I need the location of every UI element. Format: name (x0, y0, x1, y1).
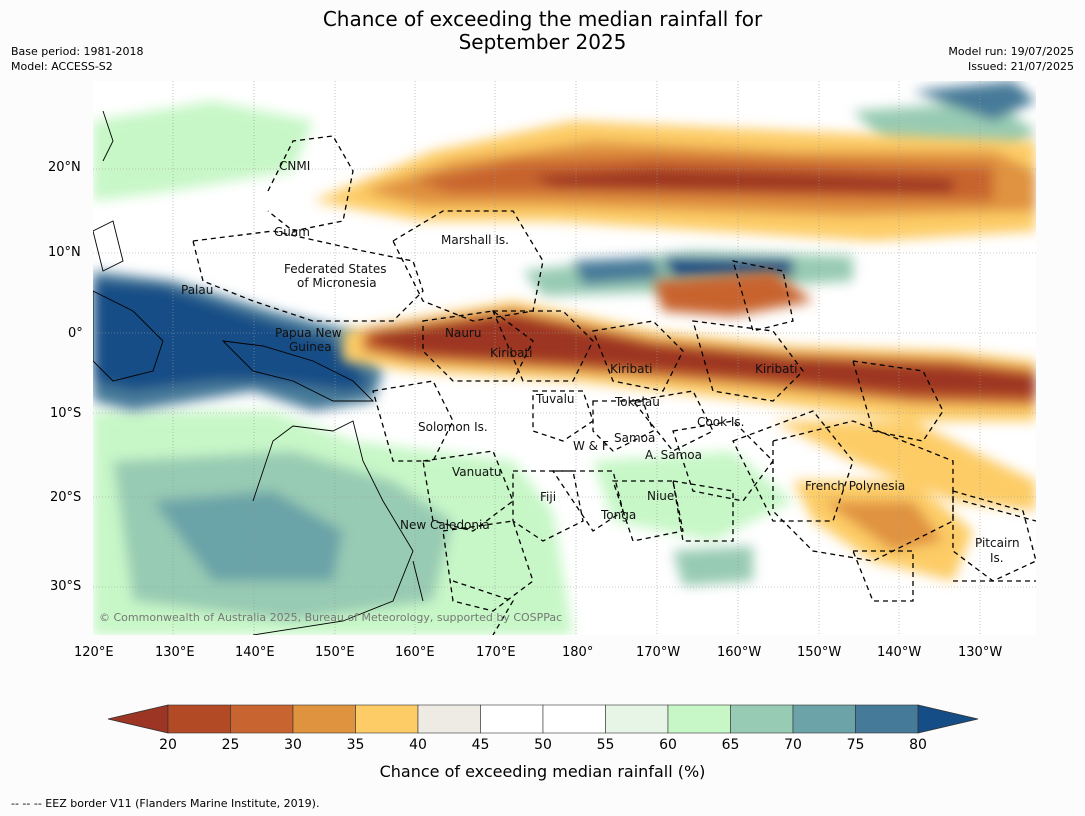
colorbar-tick-label: 80 (909, 737, 927, 753)
lon-label-150w: 150°W (797, 645, 842, 660)
title-line-1: Chance of exceeding the median rainfall … (322, 7, 763, 31)
label-french-polynesia: French Polynesia (805, 479, 905, 493)
label-new-caledonia: New Caledonia (400, 518, 490, 532)
label-cook-islands: Cook Is. (697, 415, 744, 429)
issued-date: Issued: 21/07/2025 (967, 60, 1074, 73)
lat-label-30s: 30°S (50, 579, 82, 594)
colorbar-cells (167, 704, 919, 734)
label-kiribati-1: Kiribati (490, 346, 532, 360)
colorbar-cell (542, 704, 606, 734)
dry-band-equatorial (343, 301, 1036, 581)
label-pitcairn-2: Is. (990, 551, 1004, 565)
label-guam: Guam (274, 225, 310, 239)
label-samoa: Samoa (614, 431, 655, 445)
lon-label-170e: 170°E (476, 645, 516, 660)
meta-left: Base period: 1981-2018 Model: ACCESS-S2 (11, 44, 143, 74)
colorbar-tick-label: 40 (409, 737, 427, 753)
lon-label-160w: 160°W (717, 645, 762, 660)
label-fsm-1: Federated States (284, 262, 386, 276)
label-american-samoa: A. Samoa (645, 448, 702, 462)
colorbar-cell (355, 704, 419, 734)
lon-label-130e: 130°E (155, 645, 195, 660)
label-wallis-futuna: W & F (573, 439, 609, 453)
colorbar-cap-low (107, 704, 169, 734)
colorbar-tick-label: 20 (159, 737, 177, 753)
colorbar-tick-label: 70 (784, 737, 802, 753)
title-line-2: September 2025 (458, 30, 627, 54)
label-png-1: Papua New (275, 326, 342, 340)
gridlines (93, 81, 1036, 635)
colorbar-cell (480, 704, 544, 734)
lon-label-160e: 160°E (395, 645, 435, 660)
lat-label-10n: 10°N (48, 245, 81, 260)
lat-label-20n: 20°N (48, 160, 81, 175)
lat-label-20s: 20°S (50, 490, 82, 505)
colorbar-tick-label: 55 (596, 737, 615, 753)
lon-label-120e: 120°E (74, 645, 114, 660)
colorbar-label: Chance of exceeding median rainfall (%) (379, 762, 706, 781)
label-vanuatu: Vanuatu (452, 465, 502, 479)
region-labels: CNMI Guam Marshall Is. Federated States … (181, 159, 1020, 565)
label-tonga: Tonga (600, 508, 636, 522)
colorbar-cell (230, 704, 294, 734)
label-kiribati-2: Kiribati (610, 362, 652, 376)
colorbar-tick-label: 65 (721, 737, 740, 753)
colorbar-tick-label: 25 (221, 737, 240, 753)
label-cnmi: CNMI (279, 159, 310, 173)
label-marshall: Marshall Is. (441, 233, 509, 247)
lat-label-10s: 10°S (50, 406, 82, 421)
colorbar-tick-label: 75 (846, 737, 865, 753)
colorbar-cap-high (917, 704, 979, 734)
label-pitcairn-1: Pitcairn (975, 536, 1020, 550)
label-tuvalu: Tuvalu (535, 392, 575, 406)
colorbar-cell (855, 704, 919, 734)
label-tokelau: Tokelau (614, 395, 660, 409)
eez-borders (192, 135, 1036, 635)
colorbar-cell (730, 704, 794, 734)
lon-label-180: 180° (562, 645, 594, 660)
colorbar (107, 704, 979, 734)
map-title: Chance of exceeding the median rainfall … (0, 8, 1085, 54)
label-palau: Palau (181, 283, 213, 297)
colorbar-tick-label: 50 (534, 737, 552, 753)
lon-label-130w: 130°W (958, 645, 1003, 660)
model-run: Model run: 19/07/2025 (948, 45, 1074, 58)
label-fsm-2: of Micronesia (297, 276, 377, 290)
lon-label-150e: 150°E (315, 645, 355, 660)
colorbar-cell (167, 704, 231, 734)
coastlines (93, 110, 424, 635)
colorbar-tick-label: 35 (346, 737, 365, 753)
colorbar-cell (417, 704, 481, 734)
meta-right: Model run: 19/07/2025 Issued: 21/07/2025 (948, 44, 1074, 74)
colorbar-cell (792, 704, 856, 734)
lon-label-140w: 140°W (877, 645, 922, 660)
lon-label-170w: 170°W (636, 645, 681, 660)
label-png-2: Guinea (289, 340, 332, 354)
label-niue: Niue (647, 489, 674, 503)
label-kiribati-3: Kiribati (755, 362, 797, 376)
footer-note: -- -- -- EEZ border V11 (Flanders Marine… (11, 797, 320, 810)
lon-label-140e: 140°E (235, 645, 275, 660)
label-solomon: Solomon Is. (418, 420, 488, 434)
colorbar-tick-label: 60 (659, 737, 677, 753)
base-period: Base period: 1981-2018 (11, 45, 144, 58)
rainfall-map: CNMI Guam Marshall Is. Federated States … (93, 81, 1036, 635)
colorbar-tick-label: 45 (471, 737, 490, 753)
map-copyright: © Commonwealth of Australia 2025, Bureau… (99, 611, 562, 624)
dry-band-north (313, 121, 1036, 316)
colorbar-cell (667, 704, 731, 734)
label-nauru: Nauru (445, 326, 481, 340)
lat-label-0: 0° (68, 326, 83, 341)
label-fiji: Fiji (540, 490, 556, 504)
wet-region-maritime (93, 271, 383, 411)
model-name: Model: ACCESS-S2 (11, 60, 113, 73)
colorbar-cell (292, 704, 356, 734)
colorbar-cell (605, 704, 669, 734)
colorbar-tick-label: 30 (284, 737, 302, 753)
